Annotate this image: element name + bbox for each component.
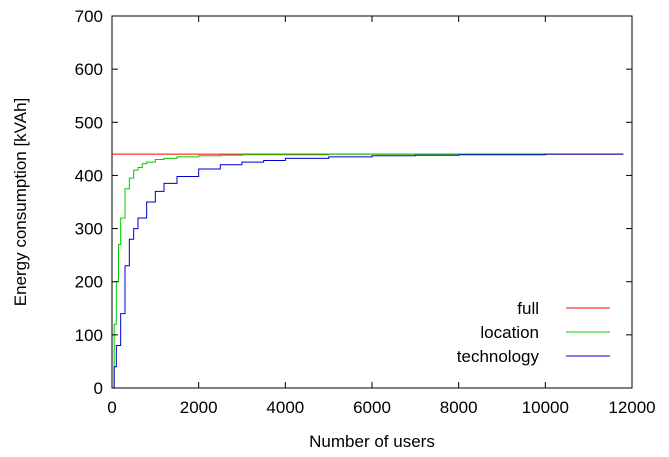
y-tick-label: 500 (75, 113, 103, 132)
y-axis-ticks: 0 100 200 300 400 500 600 700 (75, 7, 632, 398)
x-tick-label: 12000 (608, 398, 655, 417)
x-tick-label: 6000 (353, 398, 391, 417)
x-axis-title: Number of users (309, 432, 435, 451)
y-tick-label: 700 (75, 7, 103, 26)
series-line-technology (112, 153, 624, 389)
y-tick-label: 100 (75, 326, 103, 345)
plot-border (111, 15, 633, 389)
legend-label-technology: technology (457, 347, 540, 366)
y-tick-label: 600 (75, 60, 103, 79)
series-lines (112, 153, 624, 389)
x-tick-label: 0 (107, 398, 116, 417)
x-tick-label: 2000 (180, 398, 218, 417)
x-tick-label: 8000 (440, 398, 478, 417)
y-axis-title: Energy consumption [kVAh] (11, 98, 30, 307)
y-tick-label: 300 (75, 220, 103, 239)
plot-area (111, 15, 633, 389)
y-tick-label: 0 (94, 379, 103, 398)
x-tick-label: 4000 (266, 398, 304, 417)
y-tick-label: 200 (75, 273, 103, 292)
legend-label-full: full (517, 299, 539, 318)
series-line-location (112, 153, 624, 389)
x-axis-ticks: 0 2000 4000 6000 8000 10000 12000 (107, 16, 656, 417)
legend: full location technology (457, 299, 610, 366)
x-tick-label: 10000 (522, 398, 569, 417)
y-tick-label: 400 (75, 166, 103, 185)
legend-label-location: location (480, 323, 539, 342)
